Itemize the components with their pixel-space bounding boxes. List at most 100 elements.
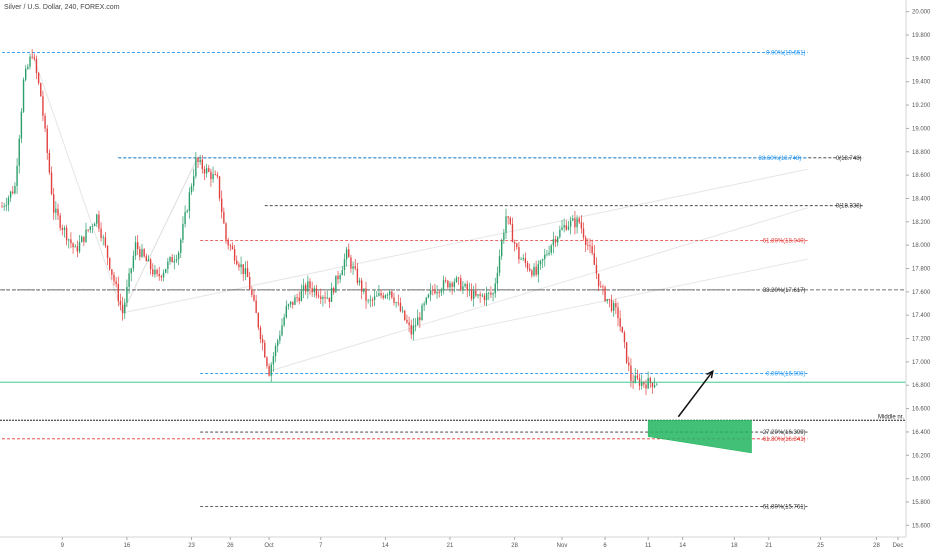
middle-line-name: Middle nr. <box>878 414 904 420</box>
candle-body <box>16 165 18 187</box>
candle-body <box>462 286 464 291</box>
candle-body <box>309 281 311 289</box>
candle-body <box>531 270 533 276</box>
time-axis[interactable]: 9 16 23 26 Oct 7 14 21 28 Nov 6 11 14 18 21 25 28 Dec <box>0 536 906 549</box>
candle-body <box>587 244 589 246</box>
candle-body <box>46 128 48 153</box>
candle-body <box>617 307 619 319</box>
candle-body <box>216 174 219 177</box>
candle-body <box>279 335 281 341</box>
candle-body <box>244 268 247 275</box>
candle-body <box>104 237 107 246</box>
candle-body <box>199 159 201 163</box>
candle-body <box>160 276 163 278</box>
candle-body <box>485 293 488 301</box>
price-tick-label: 19.600 <box>912 56 931 62</box>
price-tick-label: 17.200 <box>912 337 931 343</box>
price-axis[interactable]: 20.000 19.800 19.600 19.400 19.200 19.000 18.8… <box>905 0 932 550</box>
candle-body <box>625 342 628 363</box>
candle-body <box>350 257 352 269</box>
candle-body <box>339 275 341 280</box>
time-tick-label: 16 <box>124 543 131 549</box>
candle-body <box>80 236 83 243</box>
candle-body <box>544 254 546 260</box>
candle-body <box>438 291 440 293</box>
candle-body <box>492 293 494 295</box>
candle-body <box>106 245 109 258</box>
candle-body <box>466 284 468 291</box>
candle-body <box>128 273 130 287</box>
candle-body <box>442 280 445 291</box>
price-tick-label: 17.600 <box>912 290 931 296</box>
candle-body <box>311 288 313 293</box>
candle-body <box>483 295 486 301</box>
trend-line <box>122 168 808 314</box>
candle-body <box>195 157 197 177</box>
candle-body <box>255 300 257 314</box>
candle-body <box>149 259 152 270</box>
candle-body <box>50 172 53 195</box>
candle-body <box>91 226 94 227</box>
candle-body <box>537 264 540 275</box>
projection-arrow <box>677 370 714 418</box>
time-tick-label: 21 <box>765 543 772 549</box>
candle-body <box>274 346 277 357</box>
candle-body <box>414 325 417 327</box>
candle-body <box>44 115 46 129</box>
candle-body <box>22 79 25 112</box>
candle-body <box>432 289 434 291</box>
candles <box>1 49 658 396</box>
candle-body <box>444 280 447 281</box>
candle-body <box>173 260 176 263</box>
candle-body <box>552 239 555 246</box>
candle-body <box>167 261 169 270</box>
candle-body <box>460 278 462 291</box>
candle-body <box>111 269 113 275</box>
candle-body <box>640 381 643 386</box>
candle-body <box>171 257 173 263</box>
candle-body <box>283 317 285 326</box>
candle-body <box>89 226 92 231</box>
candle-body <box>429 289 432 295</box>
candle-body <box>141 249 143 257</box>
candle-body <box>233 248 236 261</box>
candle-body <box>132 255 135 269</box>
candle-body <box>156 269 158 274</box>
candle-body <box>229 245 232 247</box>
candle-body <box>55 208 57 213</box>
candle-body <box>363 288 365 292</box>
candle-body <box>578 218 580 223</box>
candle-body <box>121 304 124 314</box>
candle-body <box>5 204 8 207</box>
fib-level-label: 0.00%(16.900) <box>766 372 805 378</box>
price-tick-label: 18.000 <box>912 243 931 249</box>
candle-body <box>240 264 242 268</box>
candle-body <box>272 356 275 365</box>
candle-body <box>74 246 76 248</box>
price-axis-bg <box>906 0 932 550</box>
candle-body <box>643 381 645 385</box>
candle-body <box>630 365 632 382</box>
candle-body <box>259 327 262 340</box>
candle-body <box>561 227 563 230</box>
candle-body <box>85 229 87 242</box>
candle-body <box>220 198 223 212</box>
candle-body <box>332 287 335 293</box>
candle-body <box>503 232 505 241</box>
price-tick-label: 15.600 <box>912 523 931 529</box>
candle-body <box>113 274 115 282</box>
candle-body <box>619 318 621 327</box>
candle-body <box>567 226 570 230</box>
candle-body <box>360 280 363 292</box>
price-tick-label: 19.000 <box>912 126 931 132</box>
candle-body <box>401 310 404 312</box>
candle-body <box>621 326 624 333</box>
price-tick-label: 16.400 <box>912 430 931 436</box>
fib-level-label: 38.20%(17.617) <box>763 288 806 294</box>
candle-body <box>399 302 402 312</box>
candle-body <box>201 159 204 169</box>
price-tick-label: 18.800 <box>912 150 931 156</box>
candle-body <box>541 259 544 261</box>
